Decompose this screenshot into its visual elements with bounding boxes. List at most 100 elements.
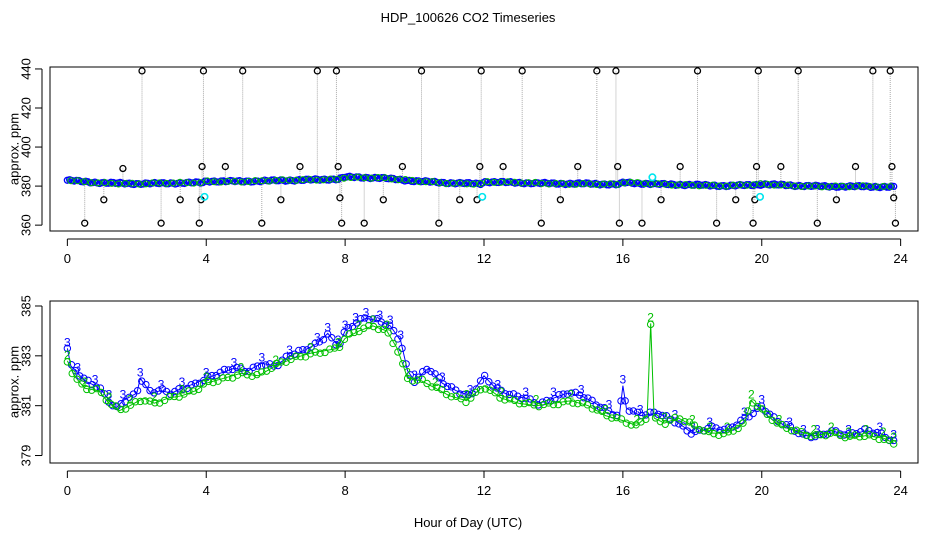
data-point: [852, 182, 860, 190]
data-point: [94, 179, 102, 187]
outlier-point: [379, 196, 387, 204]
data-point: [890, 182, 898, 191]
data-point: [483, 178, 491, 186]
data-point: [520, 399, 528, 408]
data-point: [224, 177, 232, 185]
outlier-point: [813, 219, 821, 227]
outlier-point: [195, 219, 203, 227]
series-marker-label: 3: [286, 343, 293, 357]
series-marker-label: 3: [137, 365, 144, 379]
data-point: [530, 401, 538, 409]
data-point: [524, 179, 532, 187]
data-point: [724, 428, 733, 436]
data-point: [777, 181, 785, 189]
data-point: [817, 431, 825, 439]
data-point: [807, 432, 815, 441]
data-point: [588, 396, 596, 404]
figure-title: HDP_100626 CO2 Timeseries: [381, 10, 556, 25]
data-point: [154, 387, 162, 395]
outlier-point: [435, 219, 443, 227]
series-marker-label: 3: [706, 415, 713, 429]
data-point: [63, 358, 72, 366]
data-point: [627, 421, 635, 429]
data-point: [786, 422, 795, 431]
data-point: [429, 178, 437, 186]
data-point: [518, 179, 526, 187]
x-tick-label: 24: [893, 251, 907, 266]
series-marker-label: 3: [758, 393, 765, 407]
data-point: [749, 399, 757, 407]
outlier-point: [100, 196, 108, 204]
data-point: [83, 385, 91, 394]
data-point: [593, 406, 601, 414]
top-panel-co2-scatter: 0 4 8 12 16 20 24 360 380 400 420 440 approx. ppm: [7, 58, 919, 266]
data-point: [336, 339, 344, 348]
data-point: [818, 183, 826, 191]
data-point: [477, 179, 485, 187]
data-point: [204, 377, 213, 386]
data-point: [456, 179, 464, 187]
outlier-point: [777, 162, 785, 171]
data-point: [369, 315, 377, 323]
outlier-point: [638, 219, 646, 227]
data-point: [151, 399, 159, 407]
data-point: [112, 402, 120, 410]
data-point: [880, 435, 888, 444]
data-point: [443, 382, 452, 391]
series-marker-label: 3: [314, 330, 321, 344]
outlier-point: [869, 67, 877, 75]
data-point: [763, 180, 771, 188]
series-marker-label: 3: [324, 320, 331, 334]
data-point: [146, 397, 154, 405]
data-point: [662, 411, 671, 420]
data-point: [836, 431, 844, 440]
data-point: [579, 180, 587, 188]
data-point: [442, 390, 451, 399]
data-point: [418, 375, 426, 383]
data-point: [258, 177, 266, 185]
data-point: [412, 177, 420, 185]
y-axis-title: approx. ppm: [7, 346, 22, 418]
data-point: [149, 179, 157, 187]
data-point: [136, 397, 144, 406]
outlier-point: [336, 194, 344, 202]
data-point: [335, 343, 344, 352]
data-point: [462, 398, 470, 407]
data-point: [565, 180, 573, 188]
series-marker-label: 2: [810, 423, 817, 437]
data-point: [787, 427, 796, 435]
data-point: [695, 182, 703, 190]
x-tick-label: 16: [616, 251, 630, 266]
data-point: [428, 383, 436, 391]
data-point: [442, 180, 450, 188]
data-point: [804, 182, 812, 190]
data-point: [340, 335, 349, 344]
data-point: [593, 181, 601, 189]
series-marker-label: 3: [890, 428, 897, 442]
plot-frame: [49, 300, 919, 464]
data-point: [716, 182, 724, 190]
data-point: [629, 407, 638, 415]
data-point: [389, 339, 397, 348]
data-point: [873, 183, 881, 191]
data-point: [210, 178, 218, 186]
data-point: [413, 376, 422, 384]
outlier-point: [574, 162, 582, 171]
series-marker-label: 3: [352, 310, 359, 324]
data-point: [828, 182, 836, 191]
y-axis-title: approx. ppm: [7, 113, 22, 185]
data-point: [431, 370, 439, 378]
data-point: [265, 177, 273, 185]
data-point: [97, 388, 106, 397]
data-point: [651, 414, 660, 422]
outlier-point: [296, 162, 304, 171]
outlier-point: [258, 219, 266, 227]
outlier-point: [417, 67, 426, 75]
data-point: [860, 432, 869, 441]
data-point: [267, 364, 276, 373]
data-point: [799, 430, 807, 438]
data-point: [307, 343, 315, 351]
data-point: [433, 383, 441, 392]
data-point: [811, 182, 819, 190]
series-marker-label: 2: [64, 348, 71, 362]
